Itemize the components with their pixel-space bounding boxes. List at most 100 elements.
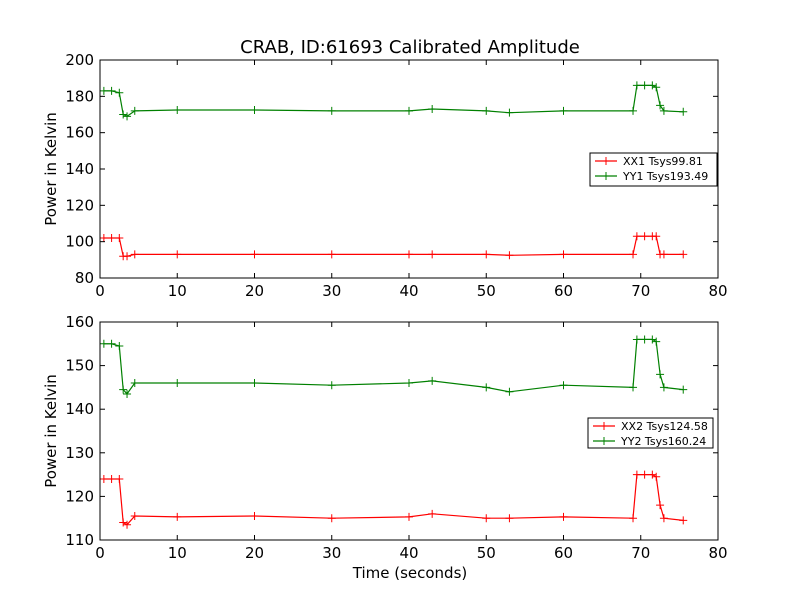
y-axis-label: Power in Kelvin xyxy=(42,112,60,226)
data-point-marker xyxy=(652,337,661,346)
data-point-marker xyxy=(107,234,116,243)
data-point-marker xyxy=(119,385,128,394)
data-point-marker xyxy=(428,376,437,385)
data-point-marker xyxy=(115,341,124,350)
data-point-marker xyxy=(559,512,568,521)
y-tick-label: 130 xyxy=(65,444,94,462)
data-point-marker xyxy=(250,379,259,388)
data-point-marker xyxy=(327,381,336,390)
data-point-marker xyxy=(656,370,665,379)
data-point-marker xyxy=(99,86,108,95)
x-tick-label: 40 xyxy=(399,544,418,562)
legend-box xyxy=(589,152,718,187)
data-point-marker xyxy=(505,514,514,523)
data-point-marker xyxy=(327,106,336,115)
x-tick-label: 20 xyxy=(245,544,264,562)
y-tick-label: 200 xyxy=(65,51,94,69)
y-tick-label: 160 xyxy=(65,124,94,142)
x-tick-label: 50 xyxy=(477,544,496,562)
series-line xyxy=(103,84,684,117)
x-tick-label: 10 xyxy=(168,544,187,562)
data-point-marker xyxy=(559,106,568,115)
top-chart: CRAB, ID:61693 Calibrated Amplitude Powe… xyxy=(42,37,728,300)
x-tick-label: 20 xyxy=(245,282,264,300)
axis-ticks: 0 10 20 30 40 50 60 70 80 110 120 130 140 150 160 xyxy=(65,313,727,562)
y-axis-label: Power in Kelvin xyxy=(42,374,60,488)
y-tick-label: 180 xyxy=(65,87,94,105)
data-point-marker xyxy=(656,101,665,110)
x-tick-label: 30 xyxy=(322,544,341,562)
data-point-marker xyxy=(405,106,413,115)
x-tick-label: 40 xyxy=(399,282,418,300)
data-point-marker xyxy=(652,472,661,481)
data-point-marker xyxy=(123,389,132,398)
y-tick-label: 80 xyxy=(75,269,94,287)
data-point-marker xyxy=(505,251,514,260)
data-point-marker xyxy=(659,106,668,115)
data-point-marker xyxy=(559,250,568,259)
data-point-marker xyxy=(99,474,108,483)
data-point-marker xyxy=(652,232,661,241)
legend-box xyxy=(587,417,714,449)
data-point-marker xyxy=(115,234,124,243)
y-tick-label: 140 xyxy=(65,400,94,418)
data-point-marker xyxy=(659,250,668,259)
data-point-marker xyxy=(173,379,182,388)
y-tick-label: 160 xyxy=(65,313,94,331)
data-point-marker xyxy=(99,234,108,243)
legend-marker xyxy=(600,437,608,445)
data-point-marker xyxy=(640,81,649,90)
data-point-marker xyxy=(505,387,514,396)
data-point-marker xyxy=(428,105,437,114)
x-tick-label: 60 xyxy=(554,544,573,562)
x-tick-label: 30 xyxy=(322,282,341,300)
data-point-marker xyxy=(250,250,259,259)
legend-label: YY2 Tsys160.24 xyxy=(620,435,706,448)
data-point-marker xyxy=(130,512,139,521)
legend-marker xyxy=(602,172,610,180)
legend-marker xyxy=(600,422,608,430)
data-point-marker xyxy=(115,88,124,97)
data-point-marker xyxy=(679,516,688,525)
data-point-marker xyxy=(648,81,657,90)
legend: XX1 Tsys99.81 YY1 Tsys193.49 xyxy=(589,152,718,187)
x-tick-label: 70 xyxy=(631,282,650,300)
data-point-marker xyxy=(405,250,413,259)
data-point-marker xyxy=(428,509,437,518)
data-point-marker xyxy=(428,250,437,259)
data-point-marker xyxy=(123,520,132,529)
data-point-marker xyxy=(107,86,116,95)
data-point-marker xyxy=(640,470,649,479)
data-point-marker xyxy=(250,105,259,114)
data-point-marker xyxy=(482,106,491,115)
data-point-marker xyxy=(123,112,132,121)
data-point-marker xyxy=(679,385,688,394)
data-point-marker xyxy=(652,83,661,92)
data-point-marker xyxy=(130,379,139,388)
data-point-marker xyxy=(99,339,108,348)
data-point-marker xyxy=(632,470,641,479)
data-point-marker xyxy=(482,383,491,392)
x-tick-label: 70 xyxy=(631,544,650,562)
data-point-marker xyxy=(505,108,514,117)
legend-marker xyxy=(602,157,610,165)
data-point-marker xyxy=(632,232,641,241)
data-point-marker xyxy=(629,383,638,392)
data-point-marker xyxy=(405,512,413,521)
series-line xyxy=(103,474,684,526)
data-point-marker xyxy=(559,381,568,390)
data-point-marker xyxy=(679,107,688,116)
plot-area xyxy=(99,81,688,261)
x-tick-label: 50 xyxy=(477,282,496,300)
data-point-marker xyxy=(130,106,139,115)
data-point-marker xyxy=(327,250,336,259)
data-point-marker xyxy=(640,232,649,241)
data-point-marker xyxy=(173,105,182,114)
y-tick-label: 110 xyxy=(65,531,94,549)
x-tick-label: 0 xyxy=(95,544,105,562)
bottom-chart: Time (seconds) Power in Kelvin 0 10 20 30 40… xyxy=(42,313,728,582)
chart-title: CRAB, ID:61693 Calibrated Amplitude xyxy=(240,37,580,58)
data-point-marker xyxy=(632,81,641,90)
data-point-marker xyxy=(405,379,413,388)
data-point-marker xyxy=(107,474,116,483)
